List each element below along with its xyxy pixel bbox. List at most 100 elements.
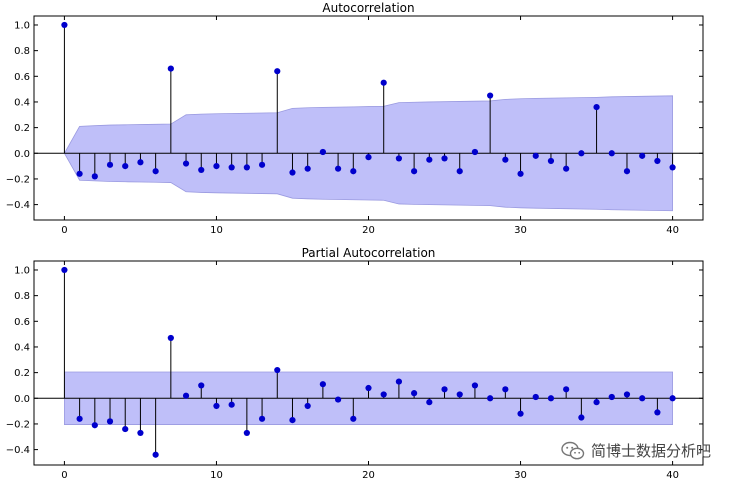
data-point bbox=[502, 156, 509, 163]
data-point bbox=[334, 396, 342, 403]
watermark: 简博士数据分析吧 bbox=[561, 440, 711, 461]
data-point bbox=[365, 154, 372, 161]
data-point bbox=[654, 409, 661, 416]
data-point bbox=[639, 395, 646, 402]
data-point bbox=[578, 414, 585, 421]
data-point bbox=[441, 386, 448, 393]
data-point bbox=[137, 429, 144, 437]
data-point bbox=[411, 168, 418, 175]
data-point bbox=[487, 395, 494, 402]
chart-title: Partial Autocorrelation bbox=[302, 246, 436, 260]
data-point bbox=[182, 160, 190, 167]
y-tick-label: −0.4 bbox=[6, 200, 30, 211]
x-tick-label: 30 bbox=[514, 470, 527, 481]
data-point bbox=[167, 334, 174, 342]
data-point bbox=[152, 168, 159, 175]
x-tick-label: 10 bbox=[210, 470, 223, 481]
data-point bbox=[471, 382, 479, 389]
data-point bbox=[532, 152, 539, 159]
data-point bbox=[441, 155, 448, 162]
data-point bbox=[198, 166, 205, 174]
data-point bbox=[395, 378, 403, 385]
data-point bbox=[411, 390, 418, 397]
data-point bbox=[213, 163, 220, 170]
x-tick-label: 10 bbox=[210, 225, 223, 236]
y-tick-label: 0.0 bbox=[14, 394, 30, 405]
data-point bbox=[258, 161, 266, 168]
x-tick-label: 40 bbox=[666, 470, 679, 481]
watermark-text: 简博士数据分析吧 bbox=[590, 442, 711, 460]
x-tick-label: 0 bbox=[61, 470, 67, 481]
data-point bbox=[563, 386, 570, 393]
data-point bbox=[334, 165, 342, 172]
data-point bbox=[456, 391, 463, 398]
y-tick-label: 1.0 bbox=[14, 265, 30, 276]
data-point bbox=[547, 157, 555, 165]
data-point bbox=[547, 395, 555, 402]
data-point bbox=[243, 429, 250, 437]
data-point bbox=[350, 168, 357, 175]
data-point bbox=[380, 79, 387, 86]
data-point bbox=[228, 401, 235, 408]
data-point bbox=[623, 168, 631, 175]
y-tick-label: −0.2 bbox=[6, 174, 30, 185]
data-point bbox=[623, 391, 631, 398]
y-tick-label: 0.6 bbox=[14, 72, 30, 83]
data-point bbox=[517, 170, 524, 177]
data-point bbox=[106, 418, 114, 425]
x-tick-label: 20 bbox=[362, 225, 375, 236]
data-point bbox=[502, 386, 509, 393]
data-point bbox=[76, 415, 83, 422]
data-point bbox=[122, 163, 129, 170]
data-point bbox=[258, 415, 266, 422]
data-point bbox=[274, 68, 281, 75]
data-point bbox=[213, 402, 220, 410]
data-point bbox=[532, 393, 539, 401]
data-point bbox=[426, 399, 433, 406]
chart-1: −0.4 −0.2 0.0 0.2 0.4 0.6 0.8 1.0 0 10 20 30 40 Parti… bbox=[6, 246, 704, 481]
x-tick-label: 20 bbox=[362, 470, 375, 481]
data-point bbox=[471, 148, 479, 156]
data-point bbox=[395, 155, 403, 162]
data-point bbox=[593, 103, 600, 111]
chart-0: −0.4 −0.2 0.0 0.2 0.4 0.6 0.8 1.0 0 10 20 30 40 Autoc… bbox=[6, 1, 704, 236]
data-point bbox=[91, 173, 98, 180]
data-point bbox=[61, 266, 68, 274]
data-point bbox=[243, 164, 250, 171]
data-point bbox=[456, 168, 463, 175]
data-point bbox=[61, 21, 68, 29]
y-tick-label: 1.0 bbox=[14, 20, 30, 31]
y-tick-label: 0.8 bbox=[14, 291, 30, 302]
data-point bbox=[198, 382, 205, 389]
y-tick-label: 0.2 bbox=[14, 368, 30, 379]
data-point bbox=[137, 159, 144, 166]
data-point bbox=[304, 402, 311, 410]
data-point bbox=[274, 366, 281, 374]
y-tick-label: 0.4 bbox=[14, 342, 30, 353]
y-tick-label: 0.6 bbox=[14, 317, 30, 328]
y-tick-label: −0.2 bbox=[6, 419, 30, 430]
y-tick-label: 0.0 bbox=[14, 149, 30, 160]
data-point bbox=[304, 165, 311, 172]
data-point bbox=[289, 416, 296, 424]
data-point bbox=[563, 165, 570, 172]
y-tick-label: 0.4 bbox=[14, 97, 30, 108]
data-point bbox=[380, 391, 387, 398]
data-point bbox=[426, 156, 433, 163]
y-tick-label: 0.2 bbox=[14, 123, 30, 134]
data-point bbox=[608, 393, 615, 401]
wechat-icon bbox=[561, 441, 585, 459]
x-tick-label: 40 bbox=[666, 225, 679, 236]
data-point bbox=[319, 148, 326, 156]
data-point bbox=[76, 170, 83, 177]
data-point bbox=[91, 422, 98, 429]
axes-frame bbox=[33, 260, 704, 466]
data-point bbox=[289, 169, 296, 176]
data-point bbox=[350, 415, 357, 422]
data-point bbox=[487, 92, 494, 99]
data-point bbox=[654, 157, 661, 165]
x-tick-label: 30 bbox=[514, 225, 527, 236]
data-point bbox=[106, 161, 114, 168]
y-tick-label: −0.4 bbox=[6, 445, 30, 456]
